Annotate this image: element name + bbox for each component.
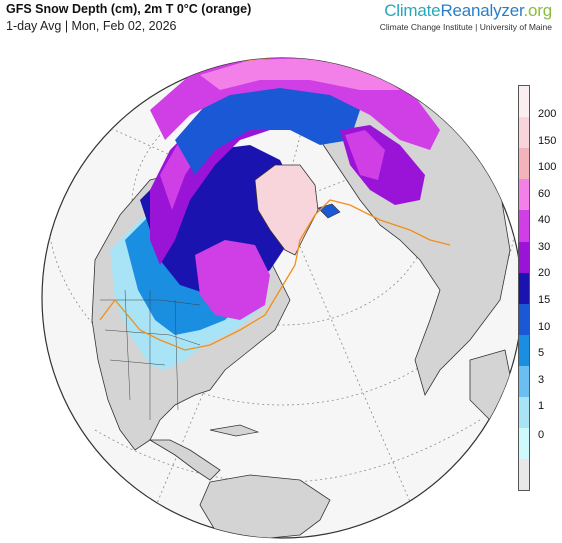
- map-title: GFS Snow Depth (cm), 2m T 0°C (orange): [6, 2, 252, 16]
- snow-depth-siberia-blue: [175, 80, 360, 175]
- logo-part-org: .org: [523, 1, 553, 20]
- legend-tick-0: 0: [538, 429, 545, 441]
- legend-tick-5: 5: [538, 347, 545, 359]
- legend-swatch-30: [519, 241, 529, 273]
- south-america-landmass: [199, 474, 331, 538]
- legend-swatch-10: [519, 334, 529, 366]
- climate-reanalyzer-logo[interactable]: ClimateReanalyzer.org: [380, 0, 552, 22]
- legend-swatch-5: [519, 365, 529, 398]
- logo-part-reanalyzer: Reanalyzer: [440, 1, 524, 20]
- map-subtitle: 1-day Avg | Mon, Feb 02, 2026: [6, 19, 177, 33]
- cuba-island: [209, 424, 260, 437]
- greenland-snow: [254, 164, 319, 256]
- legend-tick-150: 150: [538, 135, 557, 147]
- legend-swatch-40: [519, 210, 529, 242]
- color-legend-bar: [518, 85, 530, 491]
- legend-tick-100: 100: [538, 161, 557, 173]
- legend-swatch-1: [519, 428, 529, 460]
- legend-tick-1: 1: [538, 400, 545, 412]
- legend-swatch-100: [519, 148, 529, 180]
- brand-block[interactable]: ClimateReanalyzer.org Climate Change Ins…: [380, 0, 552, 32]
- legend-swatch-20: [519, 272, 529, 304]
- logo-part-climate: Climate: [384, 1, 441, 20]
- legend-tick-40: 40: [538, 214, 551, 226]
- freezing-isotherm-line: [99, 199, 451, 351]
- legend-swatch-0: [519, 459, 529, 490]
- brand-tagline: Climate Change Institute | University of…: [379, 22, 552, 32]
- legend-tick-3: 3: [538, 374, 545, 386]
- central-america-landmass: [148, 439, 221, 481]
- snow-depth-quebec: [195, 240, 270, 320]
- legend-tick-20: 20: [538, 267, 551, 279]
- legend-swatch-150: [519, 117, 529, 149]
- legend-tick-10: 10: [538, 321, 551, 333]
- us-state-borders: [100, 289, 201, 420]
- legend-tick-30: 30: [538, 241, 551, 253]
- iceland-snow: [317, 203, 341, 219]
- legend-swatch-200: [519, 86, 529, 118]
- legend-swatch-60: [519, 179, 529, 211]
- legend-swatch-15: [519, 303, 529, 335]
- legend-tick-200: 200: [538, 108, 557, 120]
- legend-swatch-3: [519, 397, 529, 429]
- legend-tick-15: 15: [538, 294, 551, 306]
- legend-tick-60: 60: [538, 188, 551, 200]
- snow-depth-scandinavia: [345, 130, 385, 180]
